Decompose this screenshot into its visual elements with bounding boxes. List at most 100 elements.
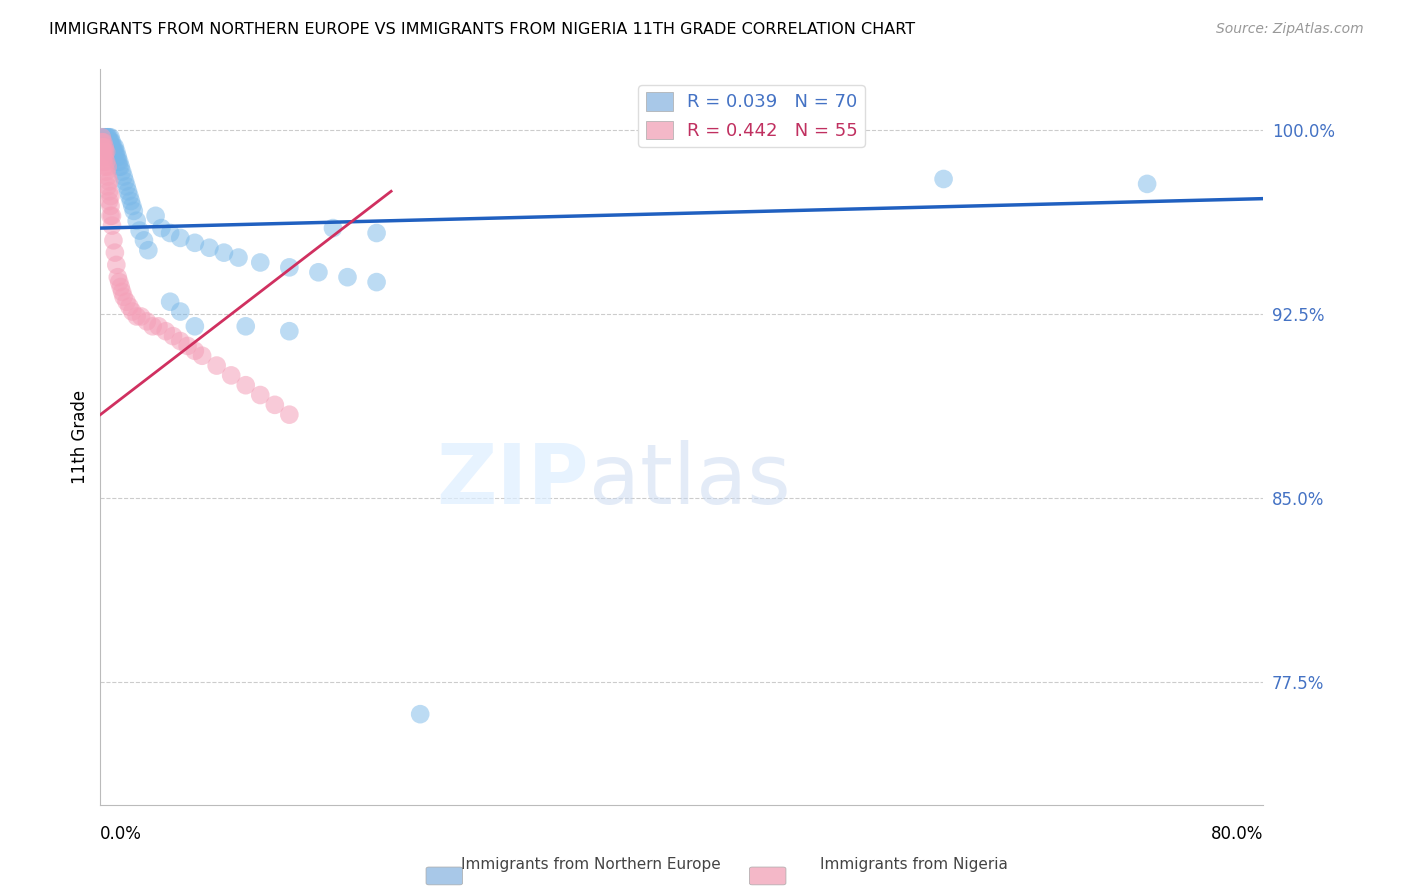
Point [91,154,114,169]
Point [90,130,112,145]
Point [191,349,214,363]
Text: 80.0%: 80.0% [1211,824,1264,843]
Point [932,172,955,186]
Point [96,140,118,154]
Legend: R = 0.039   N = 70, R = 0.442   N = 55: R = 0.039 N = 70, R = 0.442 N = 55 [638,85,865,147]
Point [100,145,122,159]
Point [115,294,138,309]
Text: Source: ZipAtlas.com: Source: ZipAtlas.com [1216,22,1364,37]
Point [98,184,121,198]
Point [169,231,191,245]
Point [104,140,127,154]
Point [103,233,125,247]
Point [235,378,257,392]
Point [336,270,359,285]
Point [122,203,145,218]
Point [101,219,124,233]
Point [150,221,173,235]
Point [91,140,114,154]
Point [107,270,129,285]
Point [205,359,228,373]
Point [159,226,181,240]
Point [96,135,118,149]
Point [228,251,250,265]
Point [159,294,181,309]
Point [97,130,120,145]
Point [98,140,121,154]
Point [111,164,134,178]
Point [114,174,136,188]
Text: ZIP: ZIP [436,441,589,522]
Point [100,130,122,145]
Point [93,140,115,154]
Point [112,169,135,184]
Point [366,275,388,289]
Point [212,245,235,260]
Point [100,209,122,223]
Point [107,150,129,164]
Point [198,241,221,255]
Point [96,130,118,145]
Point [219,368,242,383]
Text: 0.0%: 0.0% [100,824,142,843]
Text: Immigrants from Northern Europe: Immigrants from Northern Europe [461,857,720,872]
Point [108,275,131,289]
Point [97,179,120,194]
Point [108,154,131,169]
Y-axis label: 11th Grade: 11th Grade [72,390,89,483]
Point [162,329,184,343]
Point [125,310,148,324]
Point [169,304,191,318]
Point [91,150,114,164]
Point [184,235,207,250]
Point [96,164,118,178]
Point [409,707,432,722]
Point [97,135,120,149]
Point [278,408,301,422]
Point [98,130,121,145]
Point [118,189,141,203]
Point [91,145,114,159]
Text: atlas: atlas [589,441,790,522]
Point [91,130,114,145]
Point [235,319,257,334]
Point [103,145,125,159]
Point [97,160,120,174]
Point [105,258,128,272]
Point [93,135,115,149]
Point [101,209,124,223]
Point [117,184,139,198]
Point [91,135,114,149]
Point [107,154,129,169]
Point [93,130,115,145]
Point [1136,177,1159,191]
Point [90,130,112,145]
Point [125,213,148,227]
Point [90,145,112,159]
Point [136,243,159,257]
Point [142,319,165,334]
Point [91,135,114,149]
Point [104,145,127,159]
Point [184,319,207,334]
Point [100,135,122,149]
Point [100,140,122,154]
Point [98,135,121,149]
Point [110,280,132,294]
Point [101,135,124,149]
Point [101,145,124,159]
Text: Immigrants from Nigeria: Immigrants from Nigeria [820,857,1008,872]
Point [155,324,177,338]
Point [121,199,143,213]
Point [322,221,344,235]
Point [96,154,118,169]
Point [90,140,112,154]
Point [93,150,115,164]
Point [97,169,120,184]
Point [97,140,120,154]
Point [96,145,118,159]
Point [263,398,285,412]
Point [135,314,157,328]
Point [105,145,128,159]
Point [97,130,120,145]
